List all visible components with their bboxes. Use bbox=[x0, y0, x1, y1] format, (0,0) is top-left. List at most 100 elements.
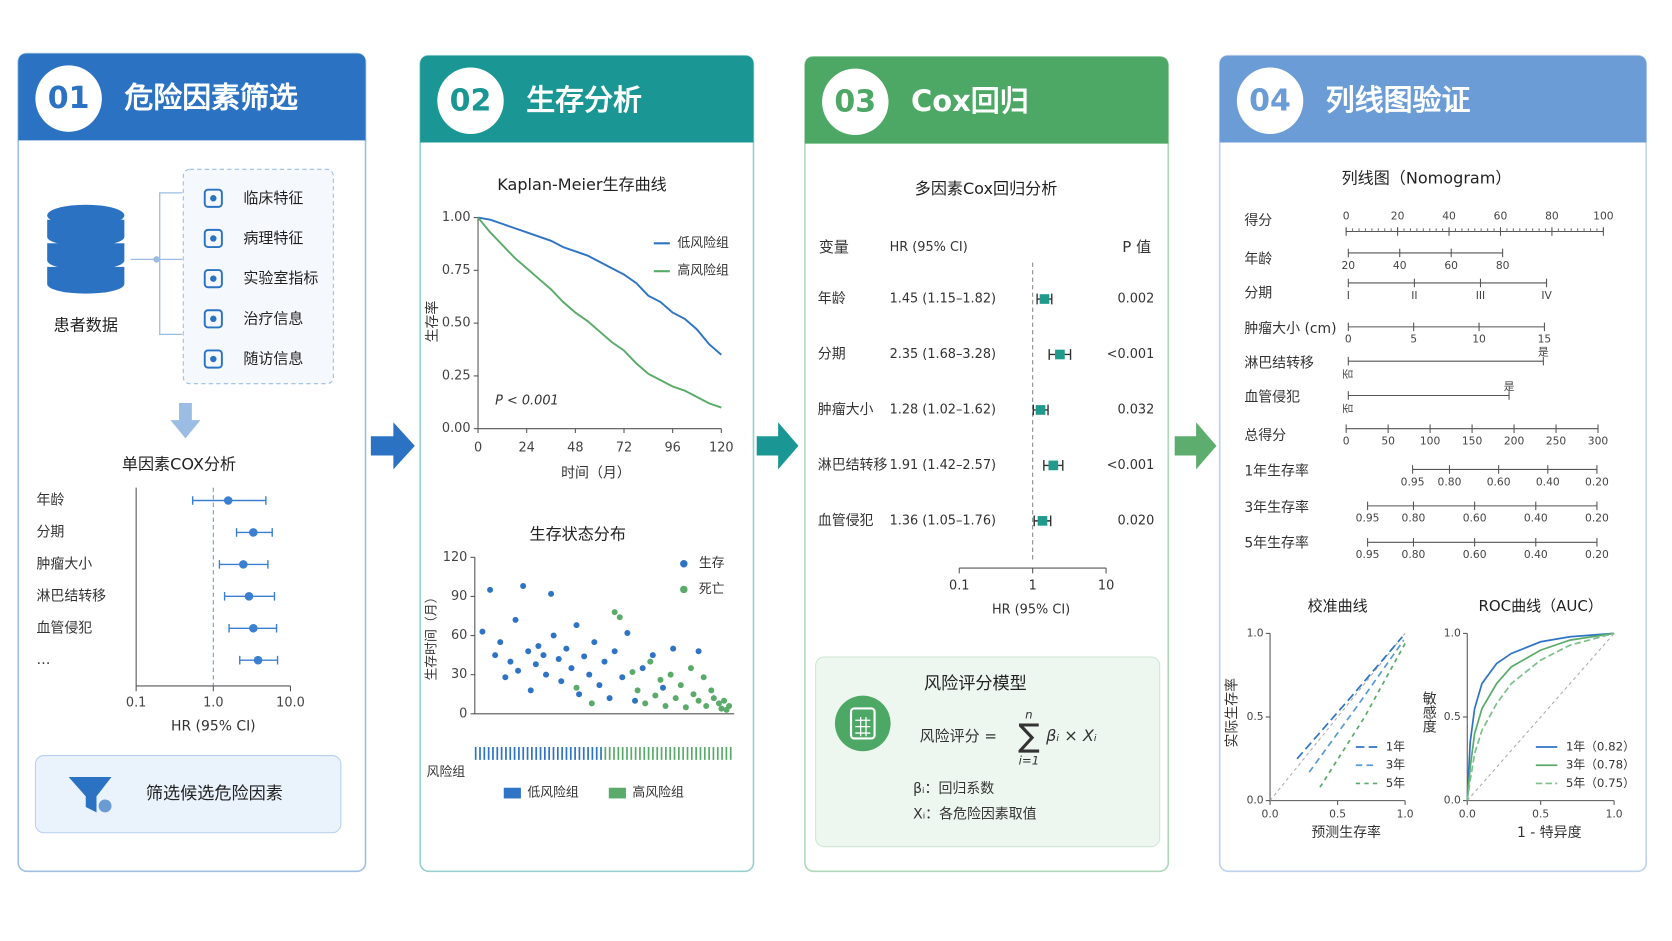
risk-stripe bbox=[690, 747, 693, 760]
scatter-point bbox=[677, 682, 684, 689]
chart-title: 生存状态分布 bbox=[530, 524, 626, 543]
scatter-point bbox=[726, 702, 733, 709]
x-tick-label: 72 bbox=[616, 440, 632, 455]
hr-point bbox=[244, 592, 254, 601]
panel-title: 列线图验证 bbox=[1326, 83, 1471, 117]
risk-stripe bbox=[487, 747, 490, 760]
risk-stripe bbox=[539, 747, 542, 760]
scatter-point bbox=[550, 632, 557, 639]
risk-stripe bbox=[543, 747, 546, 760]
y-tick-label: 0.5 bbox=[1247, 710, 1264, 723]
scatter-point bbox=[525, 648, 532, 655]
y-tick-label: 120 bbox=[443, 550, 468, 565]
panel-header bbox=[18, 53, 366, 141]
feature-label: 实验室指标 bbox=[243, 269, 318, 287]
funnel-icon bbox=[68, 777, 112, 813]
tick-label: 是 bbox=[1504, 380, 1515, 393]
calculator-keys bbox=[855, 717, 871, 737]
risk-stripe bbox=[665, 747, 667, 760]
database-icon bbox=[47, 243, 125, 271]
scatter-point bbox=[606, 695, 613, 702]
risk-stripe bbox=[656, 747, 659, 760]
tick-label: 0.20 bbox=[1585, 475, 1609, 488]
hr-point bbox=[223, 496, 233, 505]
feature-icon bbox=[203, 349, 223, 369]
legend-label: 高风险组 bbox=[677, 263, 729, 279]
model-box bbox=[815, 656, 1161, 848]
scatter-point bbox=[532, 661, 539, 668]
risk-stripe bbox=[682, 747, 685, 760]
row-label: 分期 bbox=[36, 524, 64, 540]
tick-label: 0.40 bbox=[1524, 512, 1548, 525]
variable-name: 年龄 bbox=[818, 291, 846, 307]
scatter-point bbox=[487, 586, 494, 593]
row-label: … bbox=[36, 652, 50, 668]
scatter-point bbox=[710, 695, 717, 702]
risk-stripe bbox=[729, 747, 732, 760]
formula-term: βᵢ × Xᵢ bbox=[1045, 726, 1097, 745]
definition: βᵢ：回归系数 bbox=[913, 780, 994, 797]
row-label: 5年生存率 bbox=[1244, 534, 1309, 551]
legend-label: 高风险组 bbox=[632, 785, 684, 801]
risk-stripe bbox=[492, 747, 494, 760]
row-label: 淋巴结转移 bbox=[1244, 355, 1314, 371]
row-label: 肿瘤大小 (cm) bbox=[1244, 320, 1336, 337]
risk-stripe bbox=[518, 747, 520, 760]
scatter-point bbox=[543, 671, 550, 678]
risk-stripe bbox=[535, 747, 538, 760]
curve bbox=[1308, 639, 1405, 773]
scatter-point bbox=[682, 704, 689, 711]
row-label: 血管侵犯 bbox=[36, 619, 92, 636]
scatter-point bbox=[616, 614, 623, 621]
tick-label: 60 bbox=[1444, 259, 1458, 272]
scatter-point bbox=[659, 684, 666, 691]
formula-sum: ∑ bbox=[1018, 716, 1040, 754]
tick-label: 150 bbox=[1462, 435, 1483, 448]
row-label: 年龄 bbox=[36, 493, 64, 509]
legend-label: 1年 bbox=[1386, 740, 1405, 754]
action-box bbox=[34, 755, 342, 834]
tick-label: 0.80 bbox=[1438, 475, 1462, 488]
risk-stripe bbox=[643, 747, 646, 760]
survival-curve bbox=[477, 216, 722, 356]
panel-header bbox=[1219, 55, 1647, 143]
x-tick-label: 1.0 bbox=[1397, 808, 1414, 821]
x-tick-label: 1.0 bbox=[203, 696, 223, 711]
feature-label: 病理特征 bbox=[243, 229, 303, 247]
p-value: <0.001 bbox=[1107, 347, 1155, 362]
risk-stripe bbox=[660, 747, 663, 760]
y-tick-label: 0.00 bbox=[442, 421, 471, 436]
step-badge bbox=[437, 67, 504, 134]
x-tick-label: 0 bbox=[474, 440, 482, 455]
risk-stripe bbox=[708, 747, 710, 760]
risk-stripe bbox=[500, 747, 503, 760]
risk-stripe bbox=[673, 747, 676, 760]
risk-stripe bbox=[647, 747, 650, 760]
panel-title: 危险因素筛选 bbox=[124, 81, 298, 115]
scatter-point bbox=[695, 648, 702, 655]
risk-stripe bbox=[556, 747, 559, 760]
risk-stripe bbox=[630, 747, 633, 760]
risk-stripe bbox=[639, 747, 641, 760]
scatter-point bbox=[647, 658, 654, 665]
risk-stripe bbox=[505, 747, 507, 760]
hr-point bbox=[1055, 349, 1065, 360]
y-axis-label: 敏感度 bbox=[1421, 691, 1437, 733]
p-value: 0.020 bbox=[1117, 513, 1154, 528]
tick-label: 15 bbox=[1538, 333, 1552, 346]
feature-icon-dot bbox=[210, 235, 217, 242]
y-axis-label: 生存率 bbox=[424, 301, 441, 343]
annotation: P < 0.001 bbox=[495, 393, 559, 408]
scatter-point bbox=[718, 705, 725, 712]
risk-stripe bbox=[695, 747, 697, 760]
database-icon bbox=[47, 266, 125, 294]
x-tick-label: 10 bbox=[1098, 579, 1114, 594]
tick-label: 否 bbox=[1341, 368, 1354, 379]
tick-label: 200 bbox=[1504, 435, 1525, 448]
scatter-point bbox=[634, 687, 641, 694]
scatter-point bbox=[611, 648, 618, 655]
feature-icon bbox=[203, 228, 223, 249]
p-value: 0.002 bbox=[1117, 292, 1154, 307]
tick-label: 0.80 bbox=[1402, 512, 1426, 525]
